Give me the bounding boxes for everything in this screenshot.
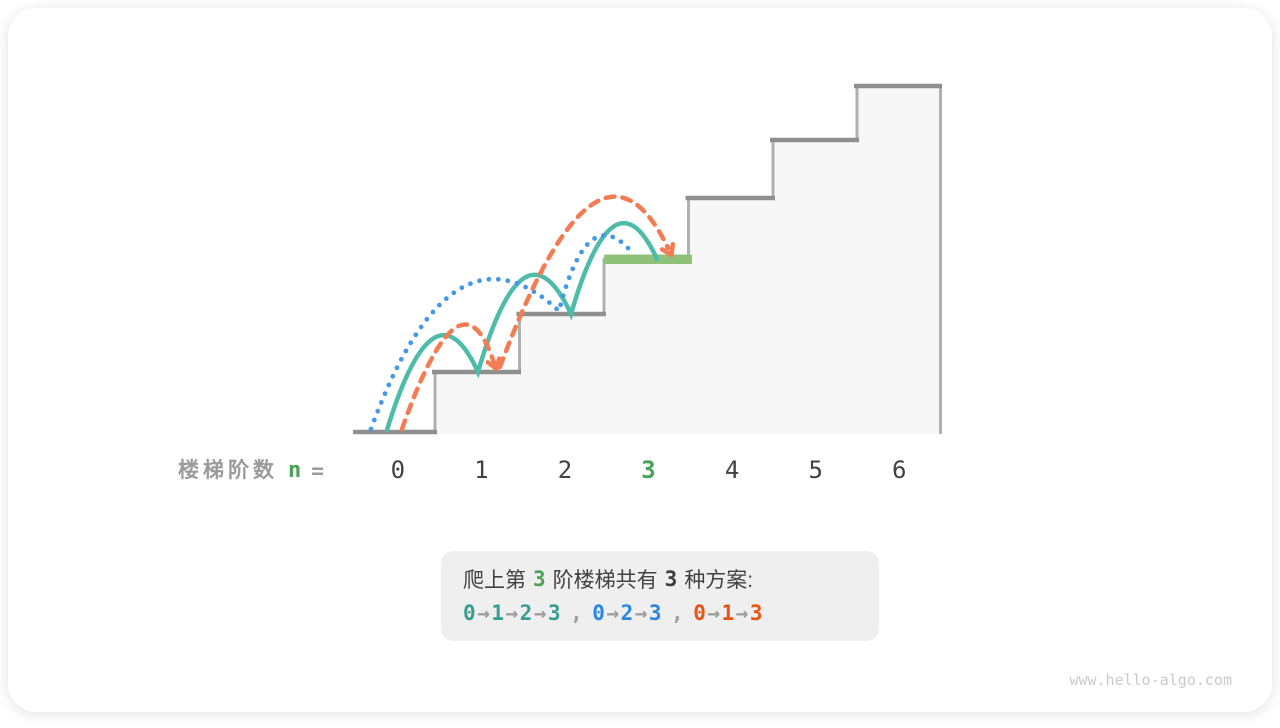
- caption-step-number: 3: [533, 567, 546, 591]
- tick-2: 2: [557, 456, 573, 484]
- path-dashed-1-2: [399, 194, 676, 432]
- tick-1: 1: [474, 456, 489, 484]
- seq2-arrow-icon: →: [606, 601, 620, 625]
- caption-middle: 阶楼梯共有: [552, 569, 658, 592]
- seq3-num: 0: [693, 601, 707, 625]
- caption-line-1: 爬上第 3 阶楼梯共有 3 种方案:: [463, 564, 879, 594]
- tick-6: 6: [892, 456, 907, 484]
- tick-5: 5: [808, 456, 823, 484]
- caption-box: 爬上第 3 阶楼梯共有 3 种方案: 0 → 1 → 2 → 3 , 0 → 2…: [441, 551, 879, 641]
- axis-variable-n: n: [288, 458, 302, 483]
- path-dotted-2-1: [368, 233, 637, 432]
- axis-ticks: 0 1 2 3 4 5 6: [356, 453, 941, 487]
- caption-suffix: 种方案:: [684, 569, 754, 592]
- arrowhead-icon: [485, 356, 502, 372]
- axis-label: 楼梯阶数 n =: [178, 456, 324, 486]
- sequence-separator: ,: [671, 601, 685, 625]
- sequence-separator: ,: [570, 601, 584, 625]
- seq1-num: 1: [491, 601, 505, 625]
- seq2-arrow-icon: →: [634, 601, 648, 625]
- axis-equals-sign: =: [311, 459, 324, 483]
- seq1-num: 0: [463, 601, 477, 625]
- seq1-arrow-icon: →: [477, 601, 491, 625]
- axis-label-text: 楼梯阶数: [178, 459, 278, 482]
- seq2-num: 0: [592, 601, 606, 625]
- caption-prefix: 爬上第: [463, 569, 526, 592]
- seq2-num: 3: [648, 601, 663, 625]
- seq1-num: 2: [519, 601, 533, 625]
- tick-4: 4: [724, 456, 740, 484]
- caption-count-number: 3: [664, 567, 678, 591]
- arrowhead-icon: [659, 241, 676, 258]
- seq1-arrow-icon: →: [533, 601, 547, 625]
- staircase-diagram: [353, 83, 942, 435]
- stair-risers: [433, 86, 942, 434]
- seq1-num: 3: [547, 601, 562, 625]
- seq1-arrow-icon: →: [505, 601, 519, 625]
- tick-0: 0: [390, 456, 406, 484]
- seq3-arrow-icon: →: [707, 601, 721, 625]
- step-3-highlight: [604, 254, 692, 264]
- tick-3-highlighted: 3: [641, 456, 656, 484]
- seq3-num: 1: [721, 601, 735, 625]
- seq3-arrow-icon: →: [735, 601, 749, 625]
- seq3-num: 3: [749, 601, 763, 625]
- watermark: www.hello-algo.com: [1069, 671, 1232, 689]
- canvas-card: 楼梯阶数 n = 0 1 2 3 4 5 6 爬上第 3 阶楼梯共有 3 种方案…: [8, 8, 1272, 712]
- path-solid-1-1-1: [384, 220, 660, 433]
- caption-line-2: 0 → 1 → 2 → 3 , 0 → 2 → 3 , 0 → 1 → 3: [463, 601, 879, 625]
- seq2-num: 2: [620, 601, 634, 625]
